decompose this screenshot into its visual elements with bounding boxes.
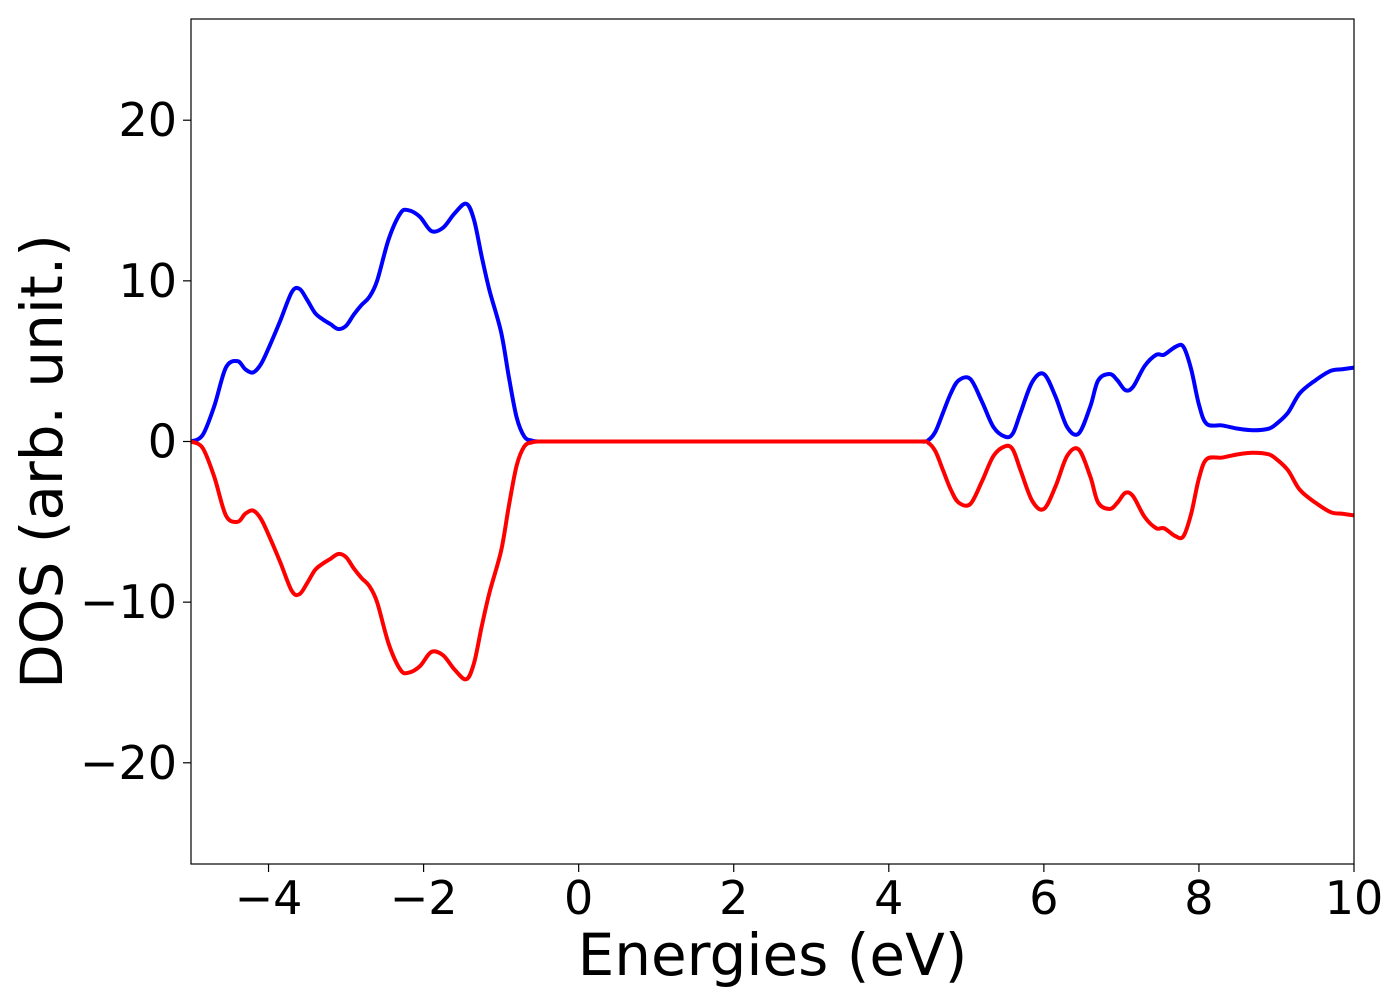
series-line-red (191, 439, 1354, 682)
plot-frame (190, 18, 1355, 865)
x-axis-ticks: −4 −2 0 2 4 6 8 10 (235, 864, 1384, 925)
y-tick-label: −20 (80, 736, 177, 790)
x-axis-label: Energies (eV) (578, 921, 968, 989)
y-tick-label: 20 (118, 93, 177, 147)
x-tick-label: 2 (719, 871, 748, 925)
x-tick-label: 8 (1184, 871, 1213, 925)
y-tick-label: 10 (118, 254, 177, 308)
x-tick-label: 10 (1325, 871, 1384, 925)
x-tick-label: 4 (874, 871, 903, 925)
y-axis-label: DOS (arb. unit.) (8, 234, 76, 689)
y-tick-label: 0 (148, 415, 177, 469)
x-tick-label: 6 (1029, 871, 1058, 925)
y-tick-label: −10 (80, 575, 177, 629)
x-tick-label: −4 (235, 871, 303, 925)
plot-area (191, 201, 1354, 682)
series-line-blue (191, 201, 1354, 444)
x-tick-label: 0 (564, 871, 593, 925)
x-tick-label: −2 (390, 871, 458, 925)
y-axis-ticks: −20 −10 0 10 20 (80, 93, 191, 790)
